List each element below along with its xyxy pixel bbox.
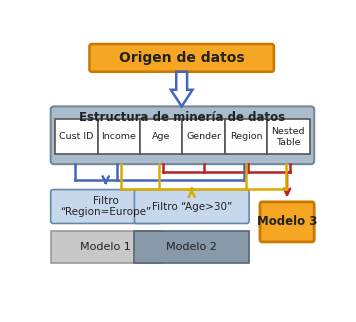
Text: Cust ID: Cust ID [59,132,94,141]
Text: Modelo 2: Modelo 2 [166,242,217,252]
Text: Origen de datos: Origen de datos [119,51,245,65]
Text: Gender: Gender [186,132,221,141]
Text: Filtro
“Region=Europe”: Filtro “Region=Europe” [60,196,151,217]
Text: Filtro “Age>30”: Filtro “Age>30” [152,202,232,212]
Bar [183,119,225,154]
Text: Estructura de minería de datos: Estructura de minería de datos [79,111,286,124]
Text: Modelo 3: Modelo 3 [257,215,317,228]
Text: Modelo 1: Modelo 1 [80,242,131,252]
Text: Age: Age [152,132,171,141]
FancyBboxPatch shape [135,190,249,223]
Bar [135,231,249,263]
Text: Region: Region [230,132,262,141]
Bar [51,231,161,263]
Text: Nested
Table: Nested Table [272,127,305,147]
Bar [98,119,140,154]
Bar [55,119,98,154]
FancyBboxPatch shape [51,106,314,164]
FancyBboxPatch shape [51,190,161,223]
Bar [225,119,267,154]
FancyBboxPatch shape [260,202,314,242]
FancyBboxPatch shape [89,44,274,72]
Bar [140,119,182,154]
Text: Income: Income [101,132,136,141]
Bar [267,119,310,154]
